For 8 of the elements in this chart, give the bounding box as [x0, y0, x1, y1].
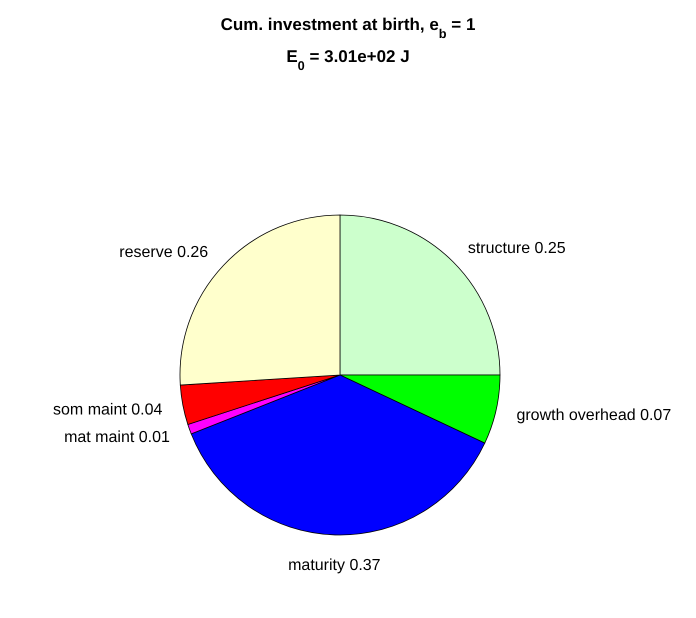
- slice-label: som maint 0.04: [53, 401, 162, 418]
- slice-label: maturity 0.37: [288, 557, 381, 574]
- slice-label: reserve 0.26: [119, 244, 208, 261]
- chart-subtitle: E$_{0}$ = 3.01e+02 J: [286, 47, 410, 72]
- chart-title: Cum. investment at birth, e$_{b}$ = 1: [220, 15, 476, 40]
- slice-label: mat maint 0.01: [64, 428, 170, 446]
- slice-label: structure 0.25: [468, 240, 566, 257]
- slice-label: growth overhead 0.07: [516, 407, 672, 424]
